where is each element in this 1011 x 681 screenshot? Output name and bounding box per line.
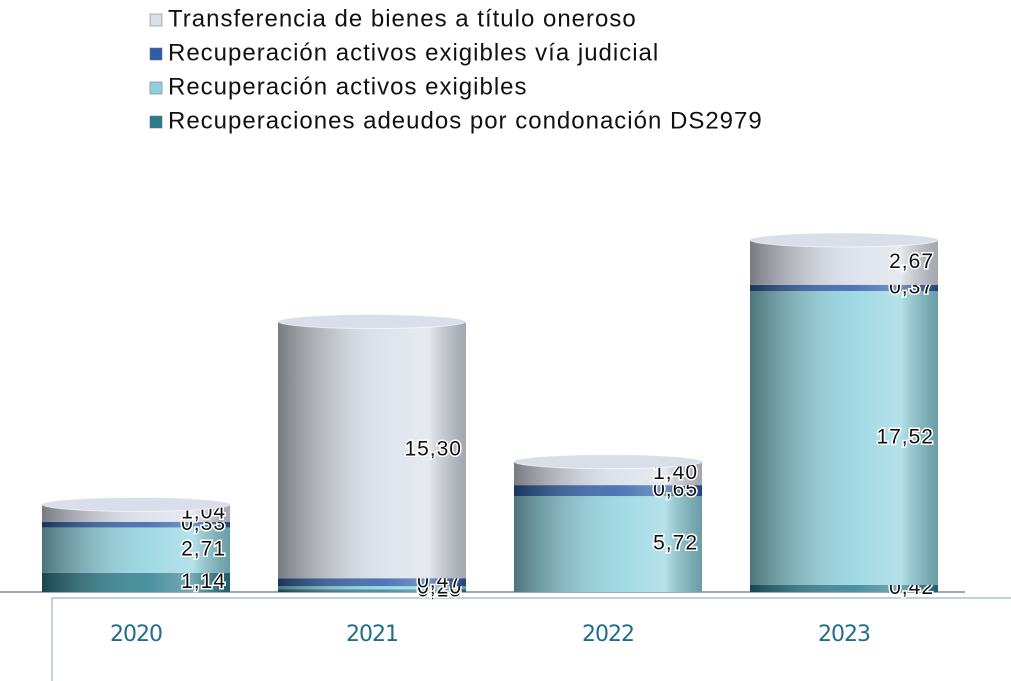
legend-swatch [149,115,163,129]
bar-shade [750,291,938,585]
data-label: 2,67 [889,250,934,273]
data-label: 15,30 [404,437,462,460]
x-tick-label: 2023 [818,622,870,647]
bar-shade [42,572,230,592]
bar-cap [749,232,939,248]
x-tick-label: 2022 [582,622,634,647]
legend-label: Recuperaciones adeudos por condonación D… [168,107,763,134]
bar-cap [41,496,231,512]
legend-label: Transferencia de bienes a título oneroso [168,5,637,32]
bar-shade [42,527,230,573]
x-tick-label: 2020 [110,622,162,647]
bar-shade [42,521,230,528]
bar-shade [750,584,938,592]
bar-shade [278,578,466,587]
data-label: 1,14 [181,570,226,593]
x-tick-label: 2021 [346,622,398,647]
legend-label: Recuperación activos exigibles [168,73,528,100]
legend-label: Recuperación activos exigibles vía judic… [168,39,659,66]
frame [51,597,1011,681]
bar-shade [278,586,466,590]
data-label: 17,52 [876,426,934,449]
legend-swatch [149,47,163,61]
bar-cap [277,314,467,330]
bar-cap [513,454,703,470]
bar-shade [514,485,702,497]
bar-shade [750,284,938,292]
data-label: 2,71 [181,538,226,561]
legend-swatch [149,13,163,27]
bar-shade [278,321,466,579]
legend-swatch [149,81,163,95]
bar-shade [514,496,702,592]
data-label: 5,72 [653,532,698,555]
bar-shade [278,589,466,592]
